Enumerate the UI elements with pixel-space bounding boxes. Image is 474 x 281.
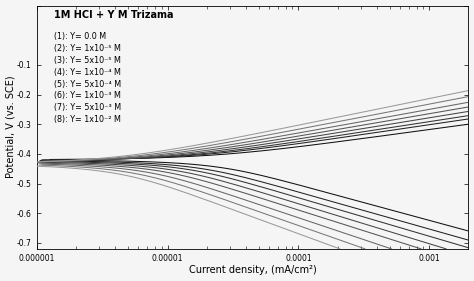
Y-axis label: Potential, V (vs. SCE): Potential, V (vs. SCE) — [6, 76, 16, 178]
Text: 1M HCl + Y M Trizama: 1M HCl + Y M Trizama — [54, 10, 173, 21]
X-axis label: Current density, (mA/cm²): Current density, (mA/cm²) — [189, 266, 317, 275]
Text: (1): Y= 0.0 M
(2): Y= 1x10⁻⁵ M
(3): Y= 5x10⁻⁵ M
(4): Y= 1x10⁻⁴ M
(5): Y= 5x10⁻⁴ : (1): Y= 0.0 M (2): Y= 1x10⁻⁵ M (3): Y= 5… — [54, 32, 121, 124]
